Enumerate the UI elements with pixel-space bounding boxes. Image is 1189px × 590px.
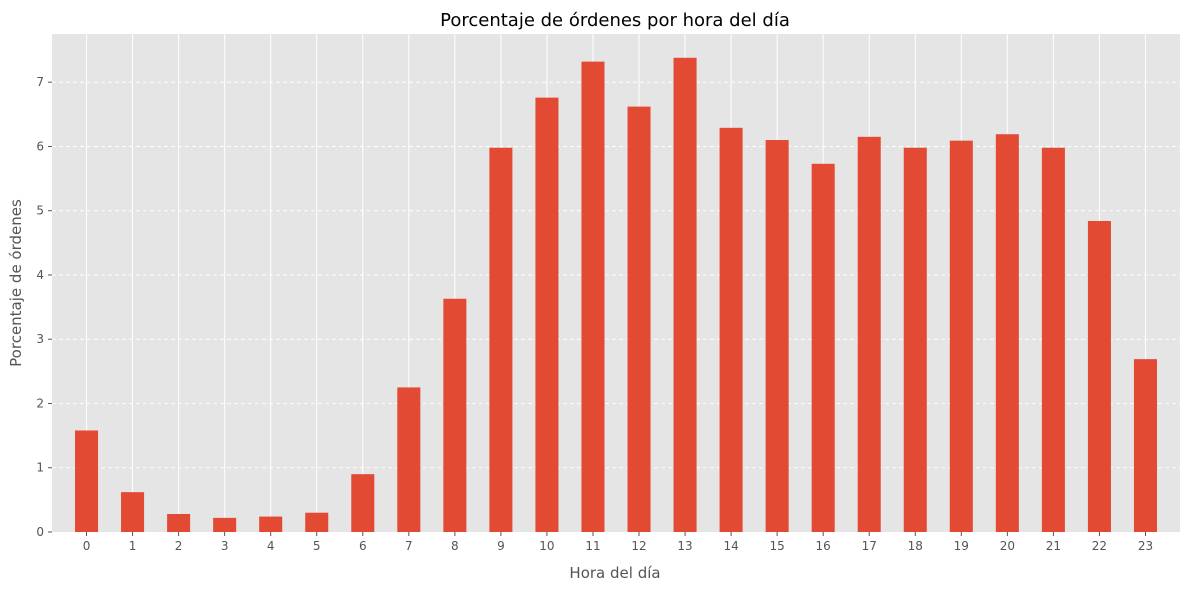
bar-hour-3 — [213, 517, 237, 532]
bar-hour-18 — [903, 147, 927, 533]
x-tick-label: 18 — [908, 539, 923, 553]
bar-hour-11 — [581, 61, 605, 532]
x-tick-label: 16 — [816, 539, 831, 553]
y-tick-label: 1 — [36, 461, 44, 475]
bar-hour-1 — [121, 492, 145, 532]
chart-title: Porcentaje de órdenes por hora del día — [440, 10, 790, 31]
bar-hour-17 — [857, 136, 881, 532]
bar-hour-13 — [673, 57, 697, 532]
x-tick-label: 5 — [313, 539, 321, 553]
y-tick-label: 4 — [36, 268, 44, 282]
bar-hour-15 — [765, 140, 789, 532]
bar-hour-20 — [995, 134, 1019, 532]
bar-hour-22 — [1087, 220, 1111, 532]
x-tick-label: 3 — [221, 539, 229, 553]
bar-hour-16 — [811, 163, 835, 533]
x-tick-label: 4 — [267, 539, 275, 553]
y-tick-label: 5 — [36, 204, 44, 218]
y-tick-label: 0 — [36, 525, 44, 539]
bar-hour-10 — [535, 97, 559, 533]
bar-hour-23 — [1133, 359, 1157, 532]
bars — [75, 57, 1157, 533]
x-tick-label: 14 — [723, 539, 738, 553]
plot-area — [52, 34, 1180, 532]
x-tick-label: 20 — [1000, 539, 1015, 553]
bar-hour-9 — [489, 147, 513, 533]
x-tick-label: 7 — [405, 539, 413, 553]
y-axis-label: Porcentaje de órdenes — [7, 199, 25, 367]
x-tick-label: 19 — [954, 539, 969, 553]
bar-hour-0 — [75, 430, 99, 532]
x-tick-label: 10 — [539, 539, 554, 553]
y-tick-label: 3 — [36, 332, 44, 346]
bar-hour-7 — [397, 387, 421, 532]
x-tick-label: 9 — [497, 539, 505, 553]
bar-hour-14 — [719, 127, 743, 532]
bar-hour-5 — [305, 512, 329, 532]
x-tick-label: 1 — [129, 539, 137, 553]
x-tick-label: 0 — [83, 539, 91, 553]
x-axis-label: Hora del día — [569, 564, 660, 582]
x-tick-label: 11 — [585, 539, 600, 553]
x-tick-label: 15 — [770, 539, 785, 553]
x-tick-label: 2 — [175, 539, 183, 553]
bar-hour-19 — [949, 140, 973, 532]
x-tick-label: 22 — [1092, 539, 1107, 553]
bar-hour-2 — [167, 514, 191, 532]
bar-hour-4 — [259, 516, 283, 532]
x-tick-label: 12 — [631, 539, 646, 553]
x-tick-label: 21 — [1046, 539, 1061, 553]
bar-hour-12 — [627, 106, 651, 533]
y-tick-label: 7 — [36, 75, 44, 89]
bar-hour-21 — [1041, 147, 1065, 533]
bar-hour-6 — [351, 474, 375, 532]
x-axis-ticks: 0 1 2 3 4 5 6 7 8 9 10 11 12 13 14 15 16 17 18 19 20 21 22 23 — [83, 532, 1153, 553]
x-tick-label: 13 — [677, 539, 692, 553]
x-tick-label: 23 — [1138, 539, 1153, 553]
y-tick-label: 2 — [36, 396, 44, 410]
x-tick-label: 17 — [862, 539, 877, 553]
x-tick-label: 8 — [451, 539, 459, 553]
y-tick-label: 6 — [36, 139, 44, 153]
x-tick-label: 6 — [359, 539, 367, 553]
bar-hour-8 — [443, 298, 467, 532]
y-axis-ticks: 0 1 2 3 4 5 6 7 — [36, 75, 52, 539]
